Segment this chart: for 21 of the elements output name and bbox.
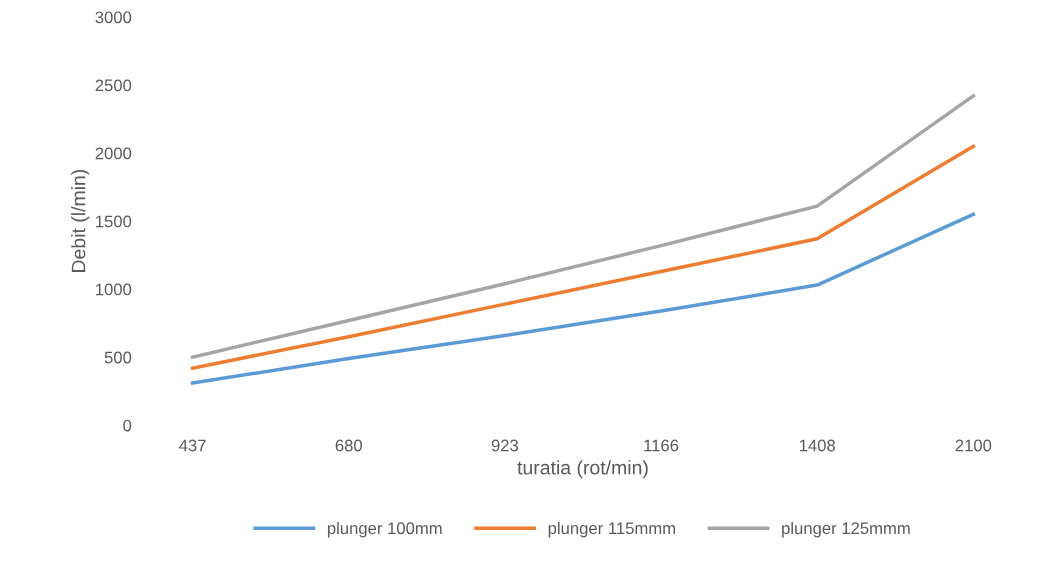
y-tick-label: 500 bbox=[104, 351, 132, 364]
x-tick-label: 1408 bbox=[799, 439, 835, 452]
x-tick-label: 2100 bbox=[955, 439, 992, 452]
y-tick-label: 3000 bbox=[95, 11, 132, 24]
x-tick-label: 1166 bbox=[644, 439, 679, 452]
y-tick-label: 1000 bbox=[96, 283, 132, 296]
y-tick-label: 1500 bbox=[96, 215, 132, 228]
legend-label: plunger 100mm bbox=[327, 521, 442, 538]
y-tick-label: 2500 bbox=[95, 79, 132, 92]
line-series bbox=[190, 94, 976, 359]
legend-label: plunger 125mmm bbox=[782, 521, 910, 538]
x-tick-label: 923 bbox=[491, 439, 519, 452]
legend-label: plunger 115mmm bbox=[548, 521, 675, 538]
line-series bbox=[190, 144, 976, 370]
x-axis-title: turatia (rot/min) bbox=[517, 460, 648, 479]
x-tick-label: 437 bbox=[179, 439, 206, 452]
y-tick-label: 0 bbox=[123, 419, 132, 432]
y-axis-title: Debit (l/min) bbox=[71, 169, 90, 272]
x-tick-label: 680 bbox=[335, 439, 362, 452]
y-tick-label: 2000 bbox=[95, 147, 132, 160]
line-series bbox=[190, 212, 976, 385]
